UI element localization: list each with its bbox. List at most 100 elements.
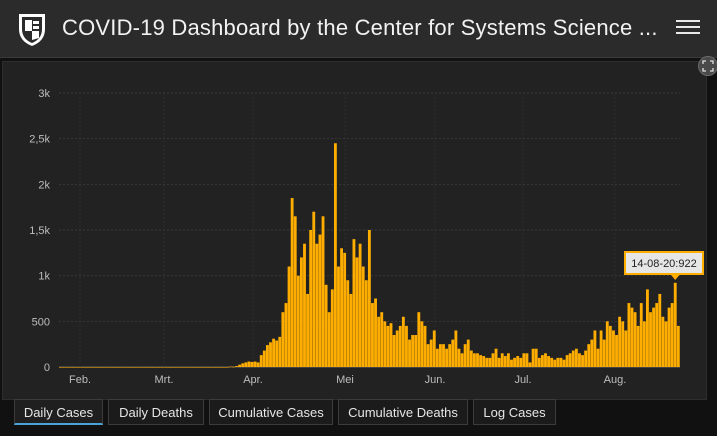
daily-case-bar[interactable] <box>426 344 430 367</box>
daily-case-bar[interactable] <box>321 216 325 367</box>
daily-case-bar[interactable] <box>500 353 504 367</box>
daily-case-bar[interactable] <box>77 367 81 368</box>
daily-case-bar[interactable] <box>160 367 164 368</box>
daily-case-bar[interactable] <box>337 266 340 367</box>
daily-case-bar[interactable] <box>191 367 195 368</box>
daily-case-bar[interactable] <box>361 266 365 367</box>
daily-case-bar[interactable] <box>584 350 588 367</box>
daily-case-bar[interactable] <box>510 359 513 367</box>
daily-case-bar[interactable] <box>615 335 618 367</box>
daily-case-bar[interactable] <box>256 362 260 367</box>
daily-case-bar[interactable] <box>383 321 387 367</box>
daily-case-bar[interactable] <box>380 312 384 367</box>
daily-case-bar[interactable] <box>389 323 393 367</box>
daily-case-bar[interactable] <box>414 335 418 367</box>
daily-case-bar[interactable] <box>284 303 288 367</box>
daily-case-bar[interactable] <box>65 367 69 368</box>
daily-case-bar[interactable] <box>587 344 591 367</box>
daily-case-bar[interactable] <box>117 367 121 368</box>
daily-case-bar[interactable] <box>593 330 597 367</box>
daily-case-bar[interactable] <box>482 356 486 367</box>
daily-case-bar[interactable] <box>664 321 668 367</box>
daily-case-bar[interactable] <box>411 335 415 367</box>
daily-case-bar[interactable] <box>448 344 452 367</box>
daily-case-bar[interactable] <box>429 339 433 367</box>
daily-case-bar[interactable] <box>266 345 269 367</box>
daily-case-bar[interactable] <box>652 307 656 367</box>
daily-case-bar[interactable] <box>445 348 449 367</box>
daily-case-bar[interactable] <box>420 321 424 367</box>
daily-case-bar[interactable] <box>207 367 211 368</box>
daily-case-bar[interactable] <box>454 330 458 367</box>
daily-case-bar[interactable] <box>96 367 99 368</box>
daily-case-bar[interactable] <box>179 367 183 368</box>
daily-case-bar[interactable] <box>259 355 263 367</box>
daily-case-bar[interactable] <box>547 356 550 367</box>
daily-case-bar[interactable] <box>423 325 427 367</box>
daily-case-bar[interactable] <box>516 356 520 367</box>
daily-case-bar[interactable] <box>525 353 529 367</box>
daily-case-bar[interactable] <box>627 303 631 367</box>
daily-case-bar[interactable] <box>198 367 201 368</box>
daily-case-bar[interactable] <box>235 366 238 367</box>
daily-case-bar[interactable] <box>581 355 584 367</box>
daily-case-bar[interactable] <box>213 367 217 368</box>
tab-cumulative-deaths[interactable]: Cumulative Deaths <box>338 399 468 425</box>
daily-case-bar[interactable] <box>670 303 674 367</box>
daily-case-bar[interactable] <box>216 367 220 368</box>
daily-case-bar[interactable] <box>417 312 421 367</box>
daily-case-bar[interactable] <box>222 367 226 368</box>
tab-cumulative-cases[interactable]: Cumulative Cases <box>209 399 333 425</box>
daily-case-bar[interactable] <box>139 367 143 368</box>
daily-case-bar[interactable] <box>151 367 155 368</box>
daily-case-bar[interactable] <box>173 367 177 368</box>
daily-case-bar[interactable] <box>473 353 476 367</box>
daily-case-bar[interactable] <box>164 367 167 368</box>
daily-case-bar[interactable] <box>68 367 72 368</box>
daily-case-bar[interactable] <box>188 367 192 368</box>
daily-case-bar[interactable] <box>130 367 133 368</box>
daily-case-bar[interactable] <box>281 312 285 367</box>
daily-case-bar[interactable] <box>272 338 276 367</box>
daily-case-bar[interactable] <box>232 366 235 368</box>
daily-case-bar[interactable] <box>377 316 381 367</box>
daily-case-bar[interactable] <box>442 344 445 367</box>
daily-case-bar[interactable] <box>303 243 306 367</box>
daily-case-bar[interactable] <box>642 321 646 367</box>
daily-case-bar[interactable] <box>522 353 526 367</box>
daily-case-bar[interactable] <box>346 280 350 367</box>
daily-case-bar[interactable] <box>352 239 356 367</box>
daily-case-bar[interactable] <box>562 359 566 367</box>
daily-case-bar[interactable] <box>432 330 436 367</box>
daily-case-bar[interactable] <box>126 367 130 368</box>
daily-case-bar[interactable] <box>540 355 544 367</box>
daily-case-bar[interactable] <box>71 367 75 368</box>
daily-case-bar[interactable] <box>364 280 368 367</box>
daily-case-bar[interactable] <box>343 252 347 367</box>
daily-case-bar[interactable] <box>349 293 353 367</box>
daily-case-bar[interactable] <box>62 367 65 368</box>
daily-case-bar[interactable] <box>463 344 467 367</box>
daily-case-bar[interactable] <box>374 298 377 368</box>
daily-case-bar[interactable] <box>439 344 442 367</box>
daily-case-bar[interactable] <box>136 367 140 368</box>
daily-case-bar[interactable] <box>568 353 572 367</box>
daily-case-bar[interactable] <box>315 243 319 367</box>
daily-case-bar[interactable] <box>469 350 473 367</box>
daily-case-bar[interactable] <box>312 211 316 367</box>
daily-case-bar[interactable] <box>210 367 214 368</box>
daily-case-bar[interactable] <box>142 367 146 368</box>
daily-case-bar[interactable] <box>114 367 118 368</box>
daily-case-bar[interactable] <box>253 361 257 367</box>
daily-case-bar[interactable] <box>649 312 652 367</box>
daily-case-bar[interactable] <box>466 339 470 367</box>
daily-case-bar[interactable] <box>574 348 578 367</box>
daily-case-bar[interactable] <box>241 363 245 367</box>
daily-case-bar[interactable] <box>497 357 501 367</box>
daily-case-bar[interactable] <box>330 289 334 367</box>
expand-icon[interactable] <box>698 56 717 76</box>
daily-case-bar[interactable] <box>194 367 198 368</box>
daily-case-bar[interactable] <box>405 325 408 367</box>
daily-case-bar[interactable] <box>401 316 405 367</box>
daily-case-bar[interactable] <box>340 248 343 367</box>
